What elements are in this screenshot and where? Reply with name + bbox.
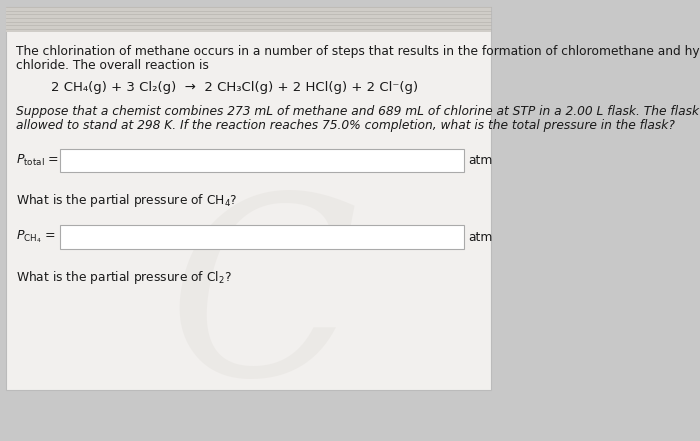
Text: The chlorination of methane occurs in a number of steps that results in the form: The chlorination of methane occurs in a …	[15, 45, 700, 58]
Text: $P_{\mathrm{CH_4}}$ =: $P_{\mathrm{CH_4}}$ =	[15, 229, 56, 245]
Text: chloride. The overall reaction is: chloride. The overall reaction is	[15, 60, 209, 72]
Text: atm: atm	[469, 154, 493, 167]
Text: 2 CH₄(g) + 3 Cl₂(g)  →  2 CH₃Cl(g) + 2 HCl(g) + 2 Cl⁻(g): 2 CH₄(g) + 3 Cl₂(g) → 2 CH₃Cl(g) + 2 HCl…	[51, 81, 419, 94]
Text: C: C	[167, 185, 358, 428]
Bar	[60, 149, 464, 172]
Text: What is the partial pressure of $\mathrm{Cl_2}$?: What is the partial pressure of $\mathrm…	[15, 269, 231, 286]
Text: atm: atm	[469, 231, 493, 243]
Text: allowed to stand at 298 K. If the reaction reaches 75.0% completion, what is the: allowed to stand at 298 K. If the reacti…	[15, 119, 675, 132]
Text: What is the partial pressure of $\mathrm{CH_4}$?: What is the partial pressure of $\mathrm…	[15, 192, 237, 209]
Bar	[60, 225, 464, 249]
Bar	[6, 7, 491, 33]
Text: $P_{\mathrm{total}}$ =: $P_{\mathrm{total}}$ =	[15, 153, 59, 168]
Text: Suppose that a chemist combines 273 mL of methane and 689 mL of chlorine at STP : Suppose that a chemist combines 273 mL o…	[15, 105, 700, 118]
